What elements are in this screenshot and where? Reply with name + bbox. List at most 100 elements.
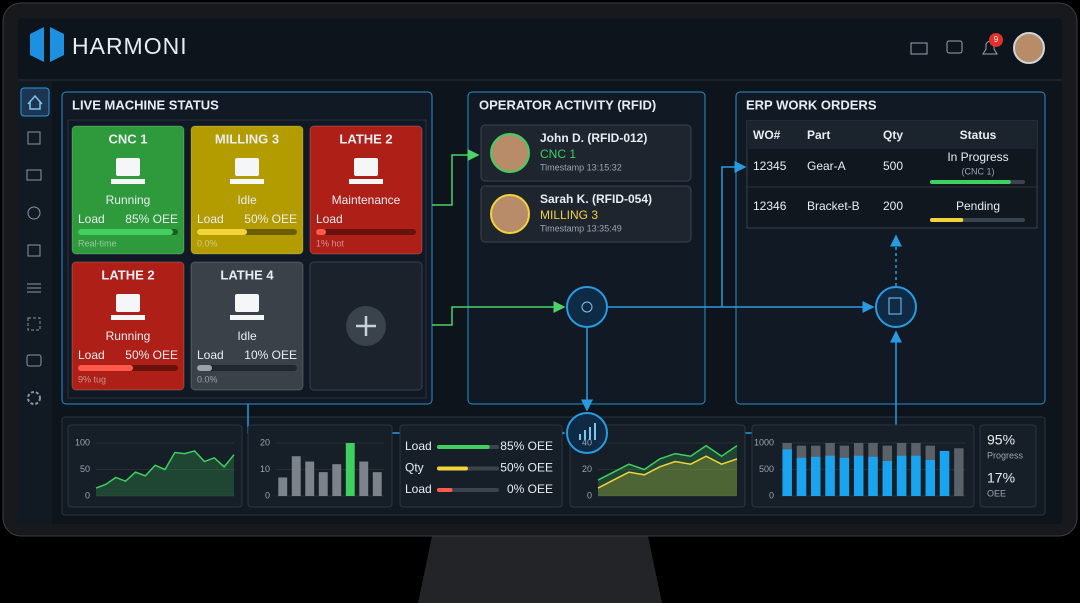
analytics-hub[interactable] [566,412,608,454]
meter-bar [437,466,468,471]
meter-value: 0% OEE [507,482,553,496]
flow-line [432,301,566,326]
operator-machine: CNC 1 [540,147,576,161]
load-track [316,229,416,235]
y-tick-label: 0 [587,490,592,500]
header: HARMONI 9 [18,27,1062,81]
load-label: Load [197,348,224,362]
oee: 10% OEE [244,348,297,362]
qty: 500 [883,159,903,173]
nav-monitor[interactable] [26,169,42,181]
nav-import[interactable] [27,244,41,257]
load-label: Load [316,212,343,226]
wo-number: 12346 [753,199,787,213]
meter-value: 85% OEE [500,439,553,453]
bar [278,477,288,496]
machine-grid [67,119,427,399]
nav-settings[interactable] [27,391,41,405]
column-header: WO# [753,128,781,142]
status: Pending [956,199,1000,213]
bar [839,457,850,496]
meter-label: Qty [405,461,424,475]
bar [796,457,807,496]
wo-number: 12345 [753,159,787,173]
machine-note: Real-time [78,238,117,248]
monitor-stand [418,536,662,603]
oee: 85% OEE [125,212,178,226]
logo [30,27,64,62]
rfid-hub[interactable] [566,286,608,328]
column-header: Qty [883,128,903,142]
operator-card [480,185,692,243]
stat-label: OEE [987,488,1006,498]
nav-machines[interactable] [27,206,41,220]
machine-tile[interactable] [190,261,304,391]
bar [318,472,328,496]
machine-icon [116,294,140,312]
sidebar [18,81,52,524]
column-header: Part [807,128,830,142]
home-icon [27,94,43,110]
area-fill [96,450,234,496]
chat-icon[interactable] [946,40,963,54]
machine-note: 0.0% [197,374,218,384]
nav-dashboard[interactable] [27,131,41,145]
nav-messages[interactable] [26,354,42,367]
column-header: Status [960,128,997,142]
machine-icon [235,294,259,312]
trend-line [597,444,738,481]
bar [911,455,921,496]
erp-hub[interactable] [875,286,917,328]
trend-line [95,450,235,489]
oee: 50% OEE [125,348,178,362]
plus-icon [356,316,376,336]
y-tick-label: 1000 [754,437,774,447]
stat-label: Progress [987,450,1024,460]
machine-state: Running [106,193,151,207]
sidebar-bg [18,81,52,524]
subpanel [979,424,1037,508]
machine-tile[interactable] [190,125,304,255]
bar [332,464,342,496]
operator-timestamp: Timestamp 13:35:49 [540,223,622,233]
machine-icon [235,158,259,176]
machine-name: LATHE 4 [220,267,274,282]
machine-tile[interactable] [309,125,423,255]
hubs [566,286,917,454]
avatar[interactable] [1013,32,1045,64]
bar [896,455,907,496]
load-bar [197,229,247,235]
y-tick-label: 0 [265,490,270,500]
meter-bar [437,445,490,449]
brand: HARMONI [72,33,188,59]
y-tick-label: 50 [80,464,90,474]
machine-tile[interactable] [71,261,185,391]
trend-line [597,455,738,489]
progress-bar [930,218,964,222]
qty: 200 [883,199,903,213]
bar [372,472,382,496]
operator-avatar [490,133,530,173]
meter-bar [437,488,453,492]
bar [782,449,792,496]
machine-icon [116,158,140,176]
machine-icon [230,179,264,184]
panel-title: ERP WORK ORDERS [746,97,877,112]
machine-icon [354,158,378,176]
operator-name: John D. (RFID-012) [540,131,647,145]
nav-home[interactable] [20,87,50,117]
hub-icon [888,297,902,315]
machine-name: MILLING 3 [215,131,279,146]
mail-icon[interactable] [910,42,928,55]
stat-value: 95% [987,432,1015,448]
flow-line [721,161,747,307]
load-label: Load [197,212,224,226]
meter-value: 50% OEE [500,461,553,475]
hub-icon [579,423,596,440]
nav-settings-list[interactable] [27,283,41,293]
machine-tile[interactable] [71,125,185,255]
status: In Progress [947,150,1008,164]
nav-network[interactable] [27,317,41,331]
meter-label: Load [405,482,432,496]
